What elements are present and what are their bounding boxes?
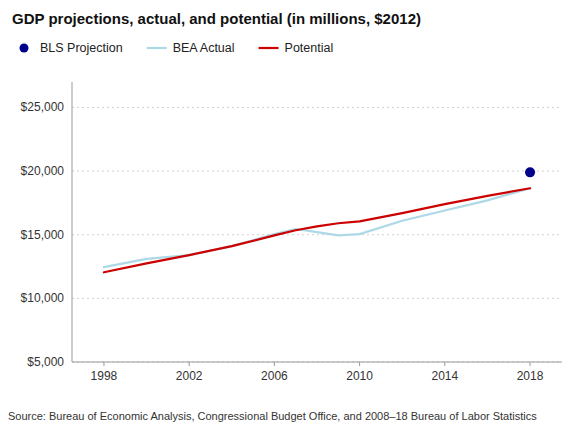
x-tick-label: 1998 — [91, 369, 118, 383]
x-tick — [359, 362, 360, 366]
legend-label: Potential — [285, 41, 334, 55]
x-tick-label: 2010 — [346, 369, 373, 383]
title: GDP projections, actual, and potential (… — [12, 10, 421, 27]
y-tick-label: $15,000 — [21, 228, 65, 242]
y-tick-label: $25,000 — [21, 100, 65, 114]
x-axis-line — [72, 362, 562, 363]
grid — [72, 107, 562, 362]
legend-swatch — [147, 47, 167, 49]
x-tick-label: 2002 — [176, 369, 203, 383]
x-tick-label: 2014 — [431, 369, 458, 383]
x-tick-label: 2018 — [517, 369, 544, 383]
y-tick-label: $5,000 — [27, 355, 64, 369]
y-tick-label: $10,000 — [21, 291, 65, 305]
series-line — [104, 188, 530, 272]
x-tick-label: 2006 — [261, 369, 288, 383]
legend-swatch — [20, 44, 29, 53]
x-tick — [189, 362, 190, 366]
annotation: Source: Bureau of Economic Analysis, Con… — [8, 410, 537, 422]
x-tick — [103, 362, 104, 366]
grid-line — [72, 171, 562, 172]
y-tick-label: $20,000 — [21, 164, 65, 178]
legend: BLS Projection BEA Actual Potential — [20, 41, 334, 55]
x-tick — [444, 362, 445, 366]
grid-line — [72, 298, 562, 299]
grid-line — [72, 362, 562, 363]
x-tick — [274, 362, 275, 366]
x-tick — [530, 362, 531, 366]
grid-line — [72, 107, 562, 108]
legend-label: BEA Actual — [173, 41, 235, 55]
grid-line — [72, 234, 562, 235]
plot-data — [104, 167, 535, 272]
legend-swatch — [259, 47, 279, 49]
legend-label: BLS Projection — [40, 41, 123, 55]
y-axis-line — [72, 82, 73, 362]
scatter-point — [525, 167, 535, 177]
chart: GDP projections, actual, and potential (… — [0, 0, 580, 430]
